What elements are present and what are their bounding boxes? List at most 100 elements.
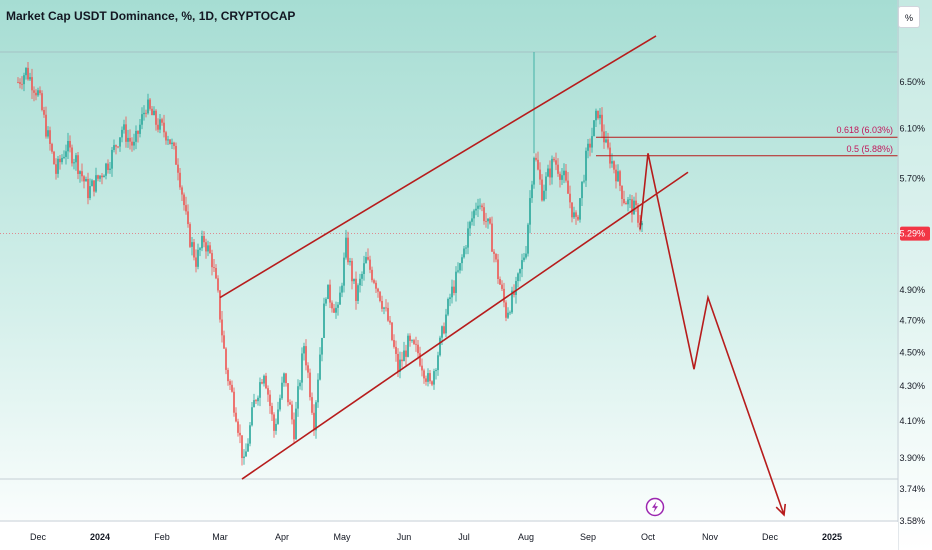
drawing-layer[interactable]: 0.618 (6.03%) 0.5 (5.88%) xyxy=(219,35,898,517)
candle xyxy=(367,248,369,261)
candle xyxy=(505,300,507,322)
candle xyxy=(155,109,157,131)
candle xyxy=(577,214,579,221)
projection-path[interactable] xyxy=(639,153,785,516)
candle xyxy=(201,230,203,252)
candle xyxy=(297,379,299,417)
candle xyxy=(27,61,29,81)
candle xyxy=(283,372,285,387)
candle xyxy=(351,258,353,290)
candle xyxy=(45,106,47,139)
candle xyxy=(373,278,375,285)
candle xyxy=(95,167,97,193)
y-tick-label: 4.70% xyxy=(899,316,925,326)
candle xyxy=(529,190,531,234)
candle xyxy=(89,178,91,201)
x-tick-label: Oct xyxy=(641,532,656,542)
candle xyxy=(247,438,249,453)
candle xyxy=(175,142,177,165)
candle xyxy=(325,297,327,307)
candle xyxy=(65,144,67,165)
candle xyxy=(197,243,199,270)
candle xyxy=(405,344,407,366)
candle xyxy=(169,139,171,145)
candle xyxy=(535,153,537,162)
candle xyxy=(105,162,107,180)
candle xyxy=(185,196,187,215)
candle xyxy=(583,174,585,184)
price-scale-panel[interactable] xyxy=(899,0,932,550)
x-tick-label: Feb xyxy=(154,532,170,542)
candle xyxy=(455,266,457,302)
candle xyxy=(385,299,387,312)
candle xyxy=(387,302,389,322)
candle xyxy=(585,147,587,188)
candle xyxy=(575,210,577,225)
candle xyxy=(289,399,291,405)
candle xyxy=(333,304,335,313)
percent-scale-button[interactable]: % xyxy=(898,6,920,28)
candle xyxy=(243,449,245,465)
y-tick-label: 4.10% xyxy=(899,416,925,426)
candle xyxy=(63,150,65,160)
candle xyxy=(589,138,591,157)
candle xyxy=(391,322,393,342)
time-scale-panel[interactable] xyxy=(0,522,898,550)
candle xyxy=(207,240,209,257)
candle xyxy=(227,367,229,386)
lightning-icon[interactable] xyxy=(645,497,665,517)
y-tick-label: 6.50% xyxy=(899,77,925,87)
candle xyxy=(301,347,303,391)
channel-lower-line[interactable] xyxy=(241,171,689,480)
candle xyxy=(189,222,191,249)
candle xyxy=(341,282,343,298)
candle xyxy=(119,137,121,152)
candle xyxy=(571,202,573,223)
candle xyxy=(91,178,93,187)
candle xyxy=(299,379,301,390)
candle xyxy=(431,380,433,387)
x-tick-label: 2024 xyxy=(90,532,110,542)
candle xyxy=(629,194,631,209)
candle xyxy=(153,106,155,116)
candle xyxy=(587,139,589,159)
candle xyxy=(415,336,417,352)
candle xyxy=(541,174,543,202)
fib-level-label: 0.618 (6.03%) xyxy=(836,125,893,135)
candle xyxy=(321,337,323,362)
candle xyxy=(193,239,195,261)
candle xyxy=(445,308,447,338)
candle xyxy=(121,126,123,143)
candle xyxy=(369,255,371,274)
candle xyxy=(483,202,485,225)
candle xyxy=(213,259,215,272)
channel-upper-line[interactable] xyxy=(219,35,657,299)
candle xyxy=(375,280,377,293)
candle xyxy=(147,93,149,115)
x-tick-label: Dec xyxy=(762,532,779,542)
candle xyxy=(113,139,115,153)
candle xyxy=(269,390,271,414)
candle xyxy=(553,156,555,163)
candle xyxy=(631,195,633,223)
candle xyxy=(379,291,381,303)
candle xyxy=(547,164,549,178)
candle xyxy=(465,244,467,255)
y-tick-label: 6.10% xyxy=(899,124,925,134)
x-tick-label: Dec xyxy=(30,532,47,542)
candle xyxy=(195,249,197,273)
candle xyxy=(179,168,181,190)
candle xyxy=(345,229,347,260)
candle xyxy=(287,383,289,407)
candle xyxy=(51,142,53,154)
candle xyxy=(149,98,151,111)
candle xyxy=(141,107,143,130)
projection-arrowhead[interactable] xyxy=(775,503,787,517)
candle xyxy=(53,150,55,165)
candle xyxy=(413,338,415,345)
candle xyxy=(403,341,405,362)
candle xyxy=(349,257,351,266)
candle xyxy=(277,401,279,425)
